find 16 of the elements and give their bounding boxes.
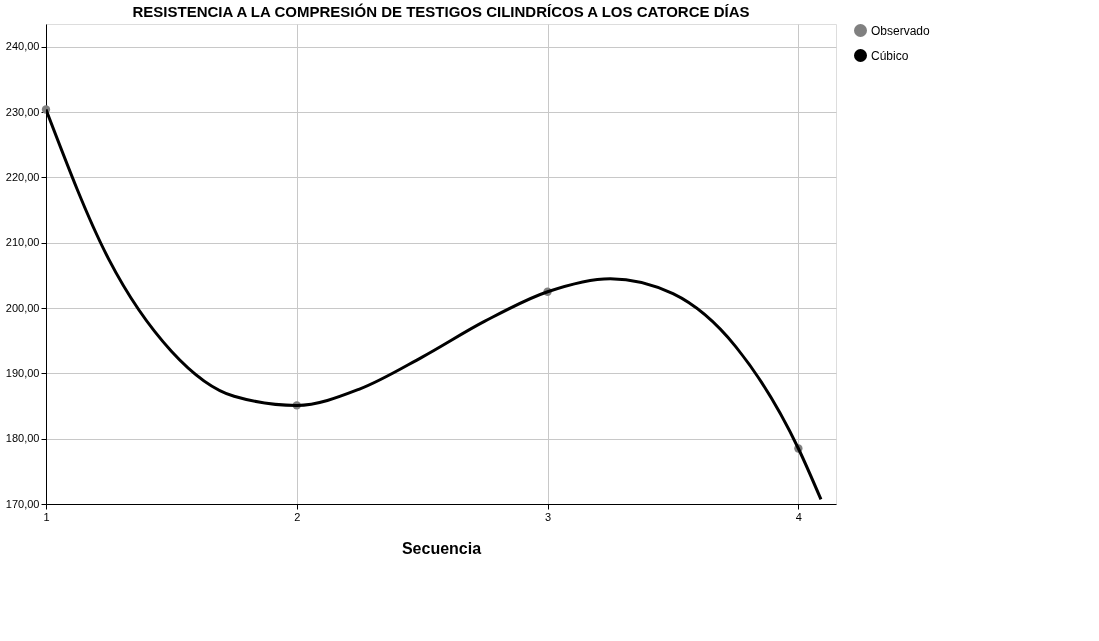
y-tick-label: 210,00: [5, 236, 40, 249]
x-tick-label: 4: [795, 510, 802, 523]
y-tick-label: 170,00: [5, 497, 40, 510]
x-tick-label: 1: [43, 510, 50, 523]
y-tick-label: 240,00: [5, 40, 40, 53]
y-tick-label: 220,00: [5, 170, 40, 183]
y-tick-label: 180,00: [5, 432, 40, 445]
x-axis-title: Secuencia: [401, 539, 482, 557]
chart-title: RESISTENCIA A LA COMPRESIÓN DE TESTIGOS CILINDRÍCOS A LOS CATORCE DÍAS: [132, 3, 750, 20]
legend-label: Observado: [871, 23, 931, 38]
y-tick-label: 200,00: [5, 301, 40, 314]
legend-label: Cúbico: [871, 48, 909, 63]
y-tick-label: 190,00: [5, 366, 40, 379]
y-tick-label: 230,00: [5, 105, 40, 118]
x-tick-label: 3: [545, 510, 552, 523]
x-tick-label: 2: [294, 510, 301, 523]
